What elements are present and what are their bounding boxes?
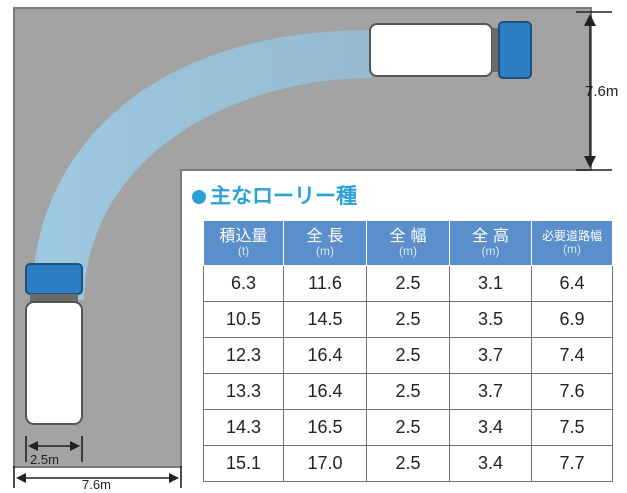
table-cell: 2.5 xyxy=(366,445,450,482)
header-load: 積込量 (t) xyxy=(203,220,284,266)
header-height: 全 高 (m) xyxy=(449,220,532,266)
header-width: 全 幅 (m) xyxy=(366,220,450,266)
table-cell: 6.4 xyxy=(531,265,613,302)
label-truck-width: 2.5m xyxy=(30,452,59,467)
table-cell: 14.5 xyxy=(283,301,367,338)
table-cell: 3.7 xyxy=(449,373,532,410)
table-row: 12.3 16.4 2.5 3.7 7.4 xyxy=(203,337,613,374)
table-cell: 16.4 xyxy=(283,373,367,410)
table-cell: 7.6 xyxy=(531,373,613,410)
table-cell: 6.9 xyxy=(531,301,613,338)
table-cell: 15.1 xyxy=(203,445,284,482)
table-cell: 7.7 xyxy=(531,445,613,482)
header-length: 全 長 (m) xyxy=(283,220,367,266)
label-right-height: 7.6m xyxy=(585,83,619,100)
dimension-right-height xyxy=(576,11,612,171)
table-cell: 2.5 xyxy=(366,409,450,446)
table-cell: 7.4 xyxy=(531,337,613,374)
title-bullet-icon xyxy=(192,190,206,204)
table-cell: 17.0 xyxy=(283,445,367,482)
table-cell: 10.5 xyxy=(203,301,284,338)
table-row: 6.3 11.6 2.5 3.1 6.4 xyxy=(203,265,613,302)
table-row: 15.1 17.0 2.5 3.4 7.7 xyxy=(203,445,613,482)
table-row: 14.3 16.5 2.5 3.4 7.5 xyxy=(203,409,613,446)
table-cell: 13.3 xyxy=(203,373,284,410)
table-cell: 16.4 xyxy=(283,337,367,374)
table-cell: 14.3 xyxy=(203,409,284,446)
table-cell: 7.5 xyxy=(531,409,613,446)
table-cell: 12.3 xyxy=(203,337,284,374)
dimension-road-width xyxy=(13,466,182,488)
dimension-truck-width xyxy=(25,436,83,462)
header-required-road-width: 必要道路幅 (m) xyxy=(531,220,613,266)
table-cell: 2.5 xyxy=(366,373,450,410)
lorry-table: 積込量 (t) 全 長 (m) 全 幅 (m) 全 高 (m) 必要道路幅 (m) 6.3… xyxy=(203,220,613,482)
truck-top xyxy=(369,21,532,79)
table-cell: 16.5 xyxy=(283,409,367,446)
title-text: 主なローリー種 xyxy=(210,184,357,208)
table-cell: 2.5 xyxy=(366,337,450,374)
table-header-row: 積込量 (t) 全 長 (m) 全 幅 (m) 全 高 (m) 必要道路幅 (m) xyxy=(203,220,613,266)
table-cell: 3.1 xyxy=(449,265,532,302)
table-cell: 3.4 xyxy=(449,445,532,482)
table-row: 13.3 16.4 2.5 3.7 7.6 xyxy=(203,373,613,410)
table-cell: 3.4 xyxy=(449,409,532,446)
table-row: 10.5 14.5 2.5 3.5 6.9 xyxy=(203,301,613,338)
table-cell: 2.5 xyxy=(366,265,450,302)
truck-bottom xyxy=(25,263,83,425)
table-title: 主なローリー種 xyxy=(192,180,357,210)
table-cell: 2.5 xyxy=(366,301,450,338)
table-cell: 11.6 xyxy=(283,265,367,302)
table-cell: 3.5 xyxy=(449,301,532,338)
table-cell: 6.3 xyxy=(203,265,284,302)
table-cell: 3.7 xyxy=(449,337,532,374)
label-road-width: 7.6m xyxy=(82,477,111,492)
